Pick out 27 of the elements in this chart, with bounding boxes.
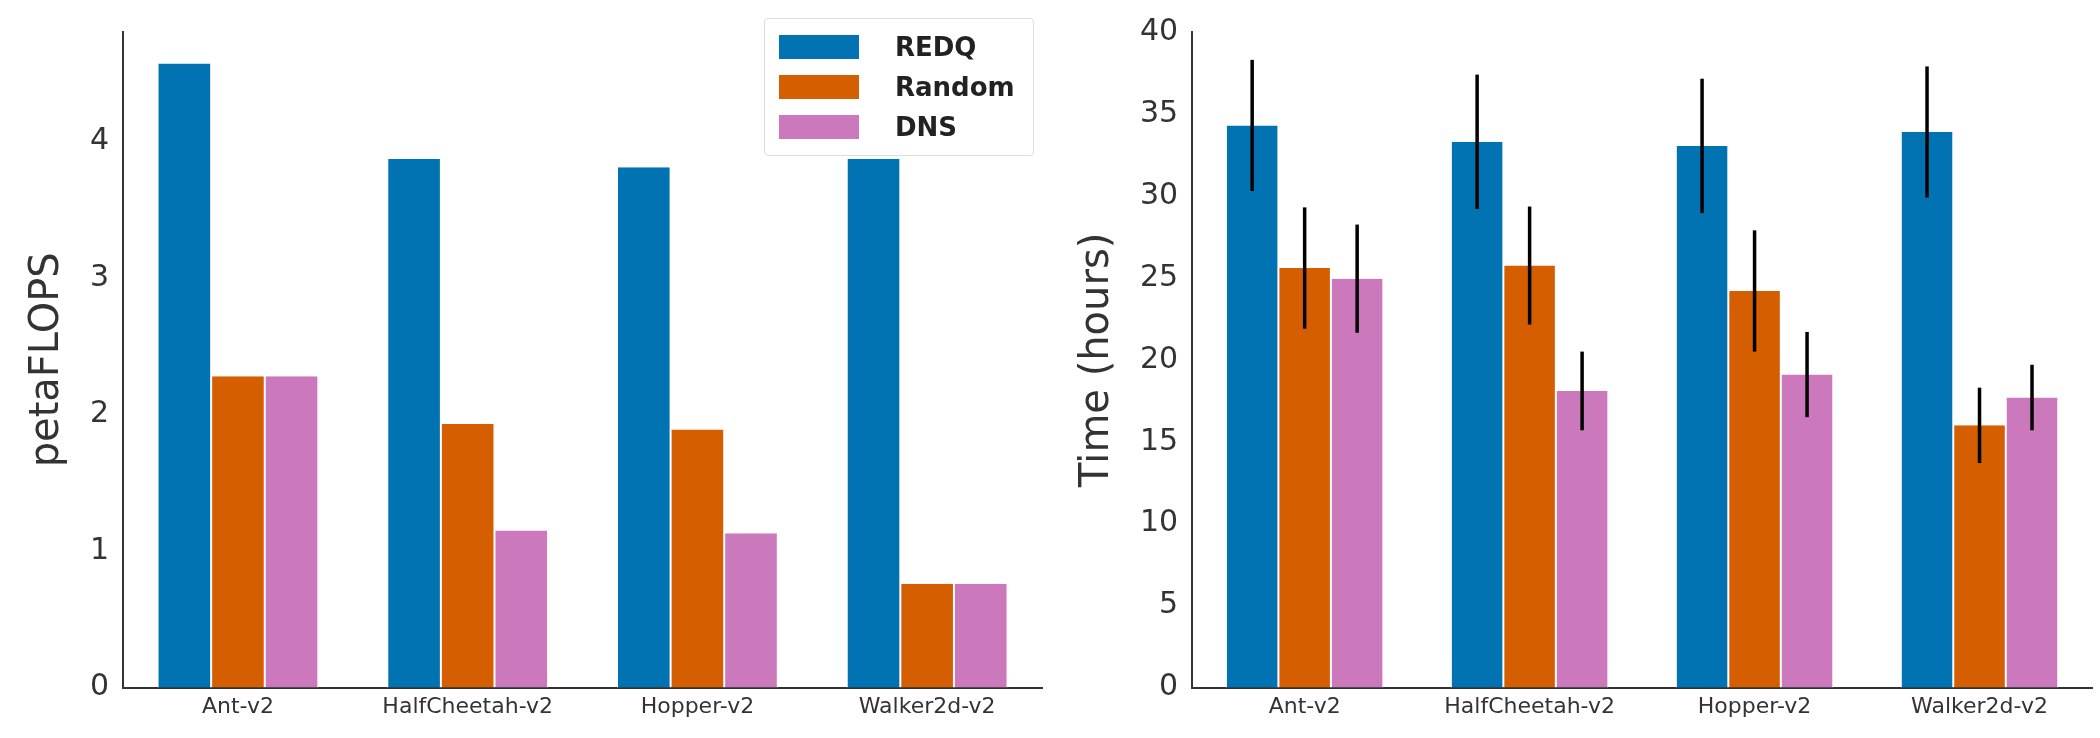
x-tick-label: Hopper-v2 — [640, 692, 755, 718]
y-tick-label: 1 — [89, 530, 110, 566]
y-axis-title: Time (hours) — [1071, 232, 1118, 488]
y-tick-label: 4 — [89, 121, 110, 157]
legend-label: REDQ — [895, 32, 977, 62]
y-tick-label: 30 — [1139, 175, 1179, 211]
y-tick-label: 35 — [1139, 93, 1179, 129]
y-tick-label: 15 — [1139, 421, 1179, 457]
y-tick-label: 0 — [1159, 667, 1179, 703]
x-tick-label: Ant-v2 — [1268, 692, 1341, 718]
y-tick-label: 25 — [1139, 257, 1179, 293]
x-tick-label: HalfCheetah-v2 — [382, 692, 554, 718]
x-tick-label: Walker2d-v2 — [858, 692, 996, 718]
legend-label: DNS — [895, 112, 958, 142]
y-tick-label: 40 — [1139, 11, 1179, 47]
x-tick-label: Ant-v2 — [201, 692, 274, 718]
y-tick-label: 10 — [1139, 503, 1179, 539]
y-tick-label: 3 — [89, 257, 110, 293]
y-tick-label: 20 — [1139, 339, 1179, 375]
x-tick-label: HalfCheetah-v2 — [1444, 692, 1615, 718]
y-axis-title: petaFLOPS — [21, 252, 68, 468]
legend-label: Random — [895, 72, 1015, 102]
y-tick-label: 2 — [89, 394, 110, 430]
x-tick-label: Walker2d-v2 — [1911, 692, 2048, 718]
y-tick-label: 5 — [1159, 585, 1179, 621]
x-tick-label: Hopper-v2 — [1697, 692, 1812, 718]
y-tick-label: 0 — [89, 667, 110, 703]
